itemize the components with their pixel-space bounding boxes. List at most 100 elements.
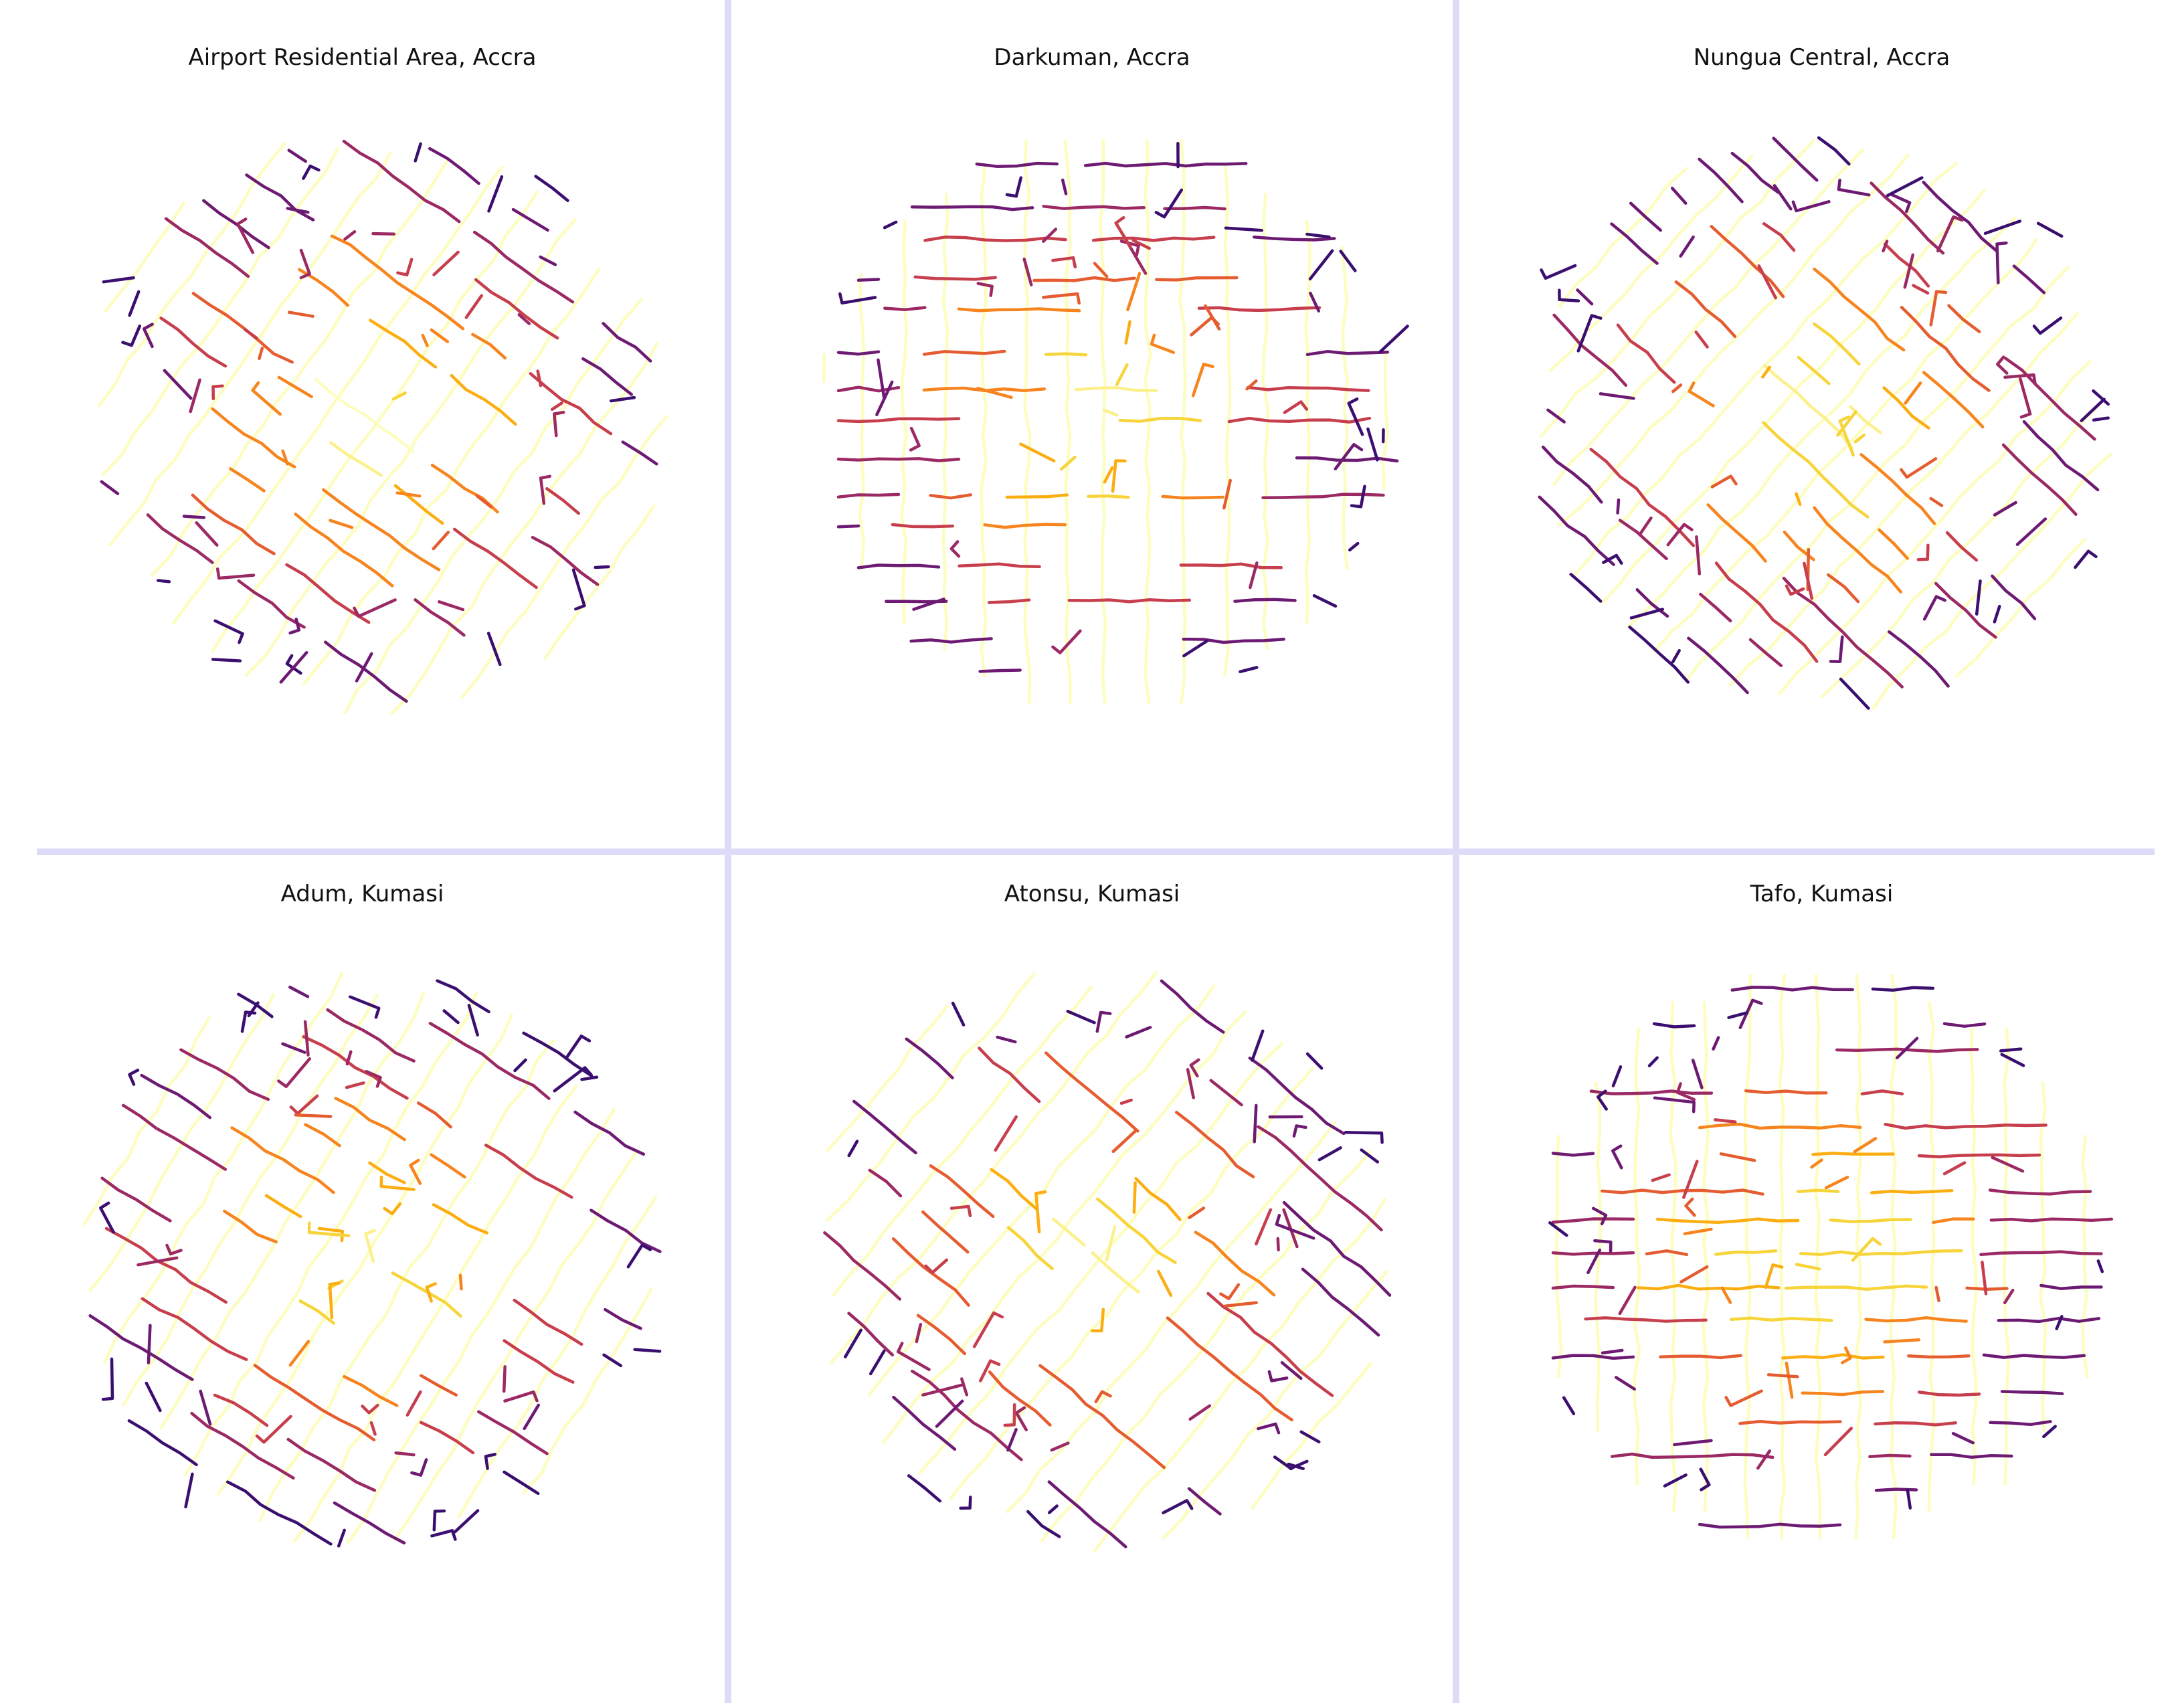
- street-segment: [1922, 371, 1985, 429]
- street-segment: [1922, 181, 1999, 253]
- street-spur: [1312, 594, 1338, 608]
- street-segment: [1637, 1283, 1781, 1291]
- street-spur: [1125, 1026, 1152, 1039]
- street-spur: [838, 292, 877, 305]
- street-spur: [281, 449, 289, 466]
- street-spur: [1601, 1348, 1624, 1355]
- street-spur: [1671, 383, 1683, 393]
- street-spur: [1223, 1301, 1258, 1308]
- street-spur: [329, 519, 354, 529]
- street-segment: [534, 175, 569, 202]
- street-spur: [1597, 1089, 1608, 1111]
- street-segment: [369, 319, 438, 369]
- street-segment: [604, 1308, 642, 1330]
- street-segment: [1813, 322, 1861, 366]
- street-spur: [1050, 1441, 1070, 1452]
- street-spur: [949, 540, 961, 558]
- street-spur: [244, 328, 259, 340]
- street-spur: [277, 375, 313, 399]
- street-spur: [536, 369, 543, 387]
- street-spur: [121, 324, 142, 347]
- street-segment: [2001, 443, 2078, 516]
- street-segment: [2022, 420, 2100, 492]
- street-segment: [1859, 453, 1936, 525]
- street-spur: [1255, 1208, 1273, 1246]
- street-segment: [990, 1168, 1038, 1211]
- street-segment: [1295, 456, 1399, 463]
- street-spur: [361, 1403, 379, 1415]
- street-spur: [277, 1057, 312, 1089]
- street-segment: [836, 492, 901, 499]
- street-segment: [1629, 201, 1662, 232]
- street-network-map: [822, 139, 1409, 705]
- street-segment: [1589, 448, 1696, 547]
- street-segment: [531, 535, 600, 586]
- street-spur: [410, 1458, 428, 1477]
- street-segment: [1187, 1487, 1222, 1516]
- street-segment: [1538, 495, 1615, 566]
- street-spur: [1126, 272, 1142, 312]
- street-spur: [102, 276, 135, 284]
- street-segment: [342, 139, 461, 223]
- street-segment: [978, 1047, 1041, 1103]
- street-spur: [2019, 377, 2032, 419]
- street-segment: [1945, 531, 1979, 562]
- street-spur: [1766, 1373, 1799, 1378]
- street-segment: [621, 440, 658, 466]
- street-segment: [286, 1437, 377, 1492]
- street-spur: [565, 1035, 592, 1060]
- panel-title: Nungua Central, Accra: [1693, 44, 1950, 71]
- street-spur: [1824, 1176, 1849, 1190]
- street-spur: [1190, 316, 1220, 337]
- street-segment: [2012, 264, 2046, 294]
- street-segment: [1730, 151, 1780, 194]
- panel-darkuman: Darkuman, Accra: [731, 0, 1453, 848]
- street-spur: [128, 290, 141, 317]
- street-segment: [978, 668, 1022, 673]
- street-spur: [1275, 1214, 1315, 1240]
- street-segment: [905, 1037, 954, 1080]
- street-segment: [1273, 1455, 1293, 1471]
- street-segment: [1248, 1056, 1346, 1136]
- street-segment: [1257, 1125, 1383, 1232]
- street-segment: [1878, 528, 1909, 560]
- street-spur: [211, 384, 224, 401]
- street-spur: [1094, 1390, 1112, 1404]
- street-spur: [1993, 604, 2001, 624]
- street-spur: [294, 1113, 333, 1118]
- street-segment: [910, 1369, 1023, 1461]
- street-segment: [1674, 280, 1737, 339]
- street-segment: [474, 278, 559, 340]
- street-segment: [432, 1203, 488, 1235]
- street-spur: [258, 347, 264, 361]
- street-spur: [396, 258, 414, 277]
- street-spur: [432, 250, 460, 276]
- street-segment: [1997, 1316, 2101, 1324]
- street-spur: [1983, 219, 2022, 236]
- street-spur: [1111, 459, 1127, 493]
- street-spur: [1239, 666, 1259, 674]
- street-segment: [121, 1103, 227, 1171]
- street-segment: [1868, 1453, 1912, 1459]
- street-segment: [1988, 1188, 2092, 1196]
- street-segment: [907, 1474, 942, 1503]
- street-spur: [1638, 516, 1653, 536]
- street-spur: [1841, 1346, 1852, 1364]
- street-segment: [1166, 1316, 1293, 1422]
- street-spur: [1712, 1036, 1720, 1051]
- street-segment: [1340, 246, 1350, 571]
- street-spur: [317, 1227, 344, 1243]
- street-segment: [1552, 313, 1628, 387]
- street-spur: [2000, 1053, 2025, 1067]
- street-segment: [1659, 1354, 1742, 1360]
- street-segment: [159, 317, 227, 368]
- street-segment: [1160, 979, 1225, 1034]
- street-spur: [299, 248, 311, 280]
- street-segment: [988, 1370, 1052, 1427]
- street-spur: [1366, 427, 1379, 462]
- street-segment: [1887, 630, 1950, 688]
- street-segment: [1594, 1081, 1602, 1433]
- street-segment: [2038, 1081, 2047, 1433]
- street-spur: [1912, 284, 1930, 295]
- street-spur: [1102, 408, 1119, 417]
